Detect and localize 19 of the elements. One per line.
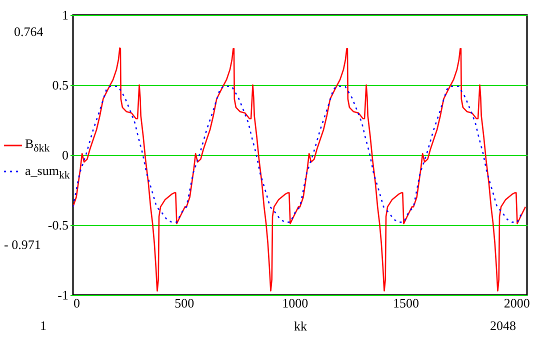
text: - 0.971: [4, 237, 41, 253]
x-tick-label: 1000: [282, 296, 308, 310]
legend-label: B$_{δkk}$: [25, 136, 50, 155]
text: 1: [40, 318, 46, 334]
x-tick-label: 0: [74, 296, 80, 310]
x-tick-label: 2000: [504, 296, 530, 310]
x-tick-label: 500: [174, 296, 194, 310]
legend-label: a_sum$_{kk}$: [25, 162, 70, 182]
text: 2048: [490, 318, 516, 334]
line-series: [73, 86, 523, 223]
x-axis-title: kk: [294, 318, 308, 334]
line-series: [73, 47, 526, 292]
y-tick-label: 1: [62, 8, 68, 22]
text: 0.764: [14, 24, 44, 40]
y-tick-label: -0.5: [48, 218, 68, 232]
y-tick-label: 0.5: [52, 78, 68, 92]
x-tick-label: 1500: [393, 296, 420, 310]
y-tick-label: -1: [58, 288, 68, 302]
y-tick-label: 0: [62, 148, 68, 162]
